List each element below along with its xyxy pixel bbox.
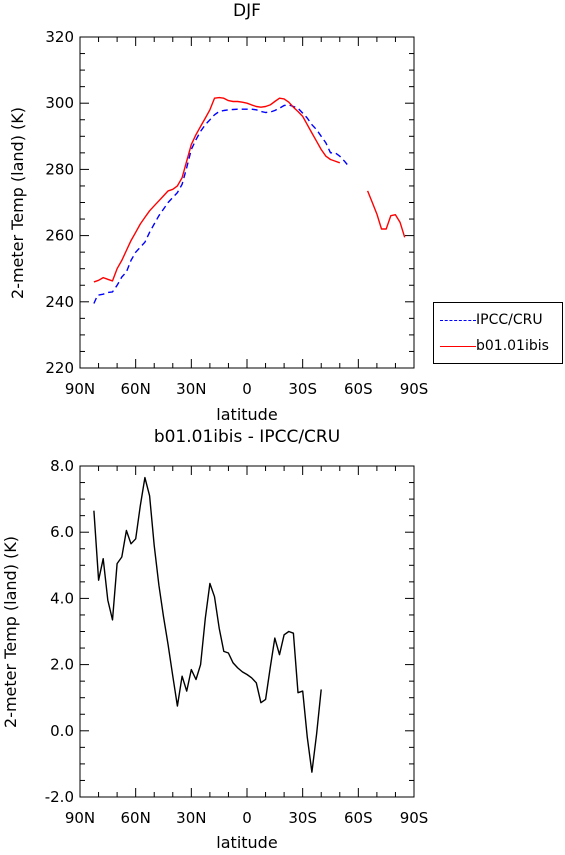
top-title: DJF (233, 1, 261, 21)
legend-swatch-b01-01ibis (440, 346, 476, 347)
x-tick-label: 0 (242, 809, 252, 827)
x-tick-label: 90S (400, 380, 429, 398)
x-tick-label: 30N (176, 380, 206, 398)
x-tick-label: 90N (65, 380, 95, 398)
legend-label-ipcc-cru: IPCC/CRU (476, 312, 543, 328)
x-tick-label: 90S (400, 809, 429, 827)
y-tick-label: 8.0 (50, 457, 74, 475)
x-tick-label: 0 (242, 380, 252, 398)
y-tick-label: 320 (45, 28, 74, 46)
y-tick-label: 280 (45, 160, 74, 178)
x-tick-label: 60S (344, 809, 373, 827)
top-ticks: 90N 60N 30N 0 30S 60S 90S 220 240 260 280 300 320 (45, 28, 428, 398)
top-panel: DJF 90N 60N 30N 0 30S 60S 90S 220 240 260 280 300 32… (8, 1, 428, 424)
y-tick-label: 6.0 (50, 523, 74, 541)
bottom-plot-frame (79, 465, 415, 798)
x-tick-label: 90N (65, 809, 95, 827)
bottom-title: b01.01ibis - IPCC/CRU (154, 427, 340, 447)
y-tick-label: 2.0 (50, 656, 74, 674)
series-line-b01-01ibis (366, 190, 406, 238)
y-tick-label: 260 (45, 227, 74, 245)
legend-swatch-ipcc-cru (440, 320, 476, 321)
x-tick-label: 30S (288, 809, 317, 827)
top-series (93, 96, 406, 304)
legend-label-b01-01ibis: b01.01ibis (476, 338, 549, 354)
x-tick-label: 30N (176, 809, 206, 827)
bottom-ticks: 90N 60N 30N 0 30S 60S 90S -2.0 0.0 2.0 4.0 6.0 8.0 (45, 457, 429, 827)
x-tick-label: 60N (121, 809, 151, 827)
bottom-panel: b01.01ibis - IPCC/CRU 90N 60N 30N 0 30S 60S 90… (1, 427, 429, 852)
top-plot-frame (79, 36, 415, 369)
x-tick-label: 60S (344, 380, 373, 398)
x-tick-label: 30S (288, 380, 317, 398)
series-line-difference (93, 476, 322, 773)
legend-item-ipcc-cru: IPCC/CRU (434, 309, 562, 333)
bottom-series (93, 476, 322, 773)
y-tick-label: 240 (45, 293, 74, 311)
x-tick-label: 60N (121, 380, 151, 398)
y-tick-label: 220 (45, 359, 74, 377)
y-tick-label: -2.0 (45, 788, 74, 806)
y-tick-label: 4.0 (50, 589, 74, 607)
top-y-axis-label: 2-meter Temp (land) (K) (8, 107, 27, 299)
y-tick-label: 0.0 (50, 722, 74, 740)
bottom-y-axis-label: 2-meter Temp (land) (K) (1, 536, 20, 728)
y-tick-label: 300 (45, 94, 74, 112)
top-x-axis-label: latitude (216, 405, 277, 424)
legend-item-b01-01ibis: b01.01ibis (434, 335, 562, 359)
series-line-b01-01ibis (93, 96, 341, 283)
legend: IPCC/CRU b01.01ibis (433, 302, 563, 364)
bottom-x-axis-label: latitude (216, 833, 277, 851)
series-line-ipcc-cru (93, 104, 350, 304)
